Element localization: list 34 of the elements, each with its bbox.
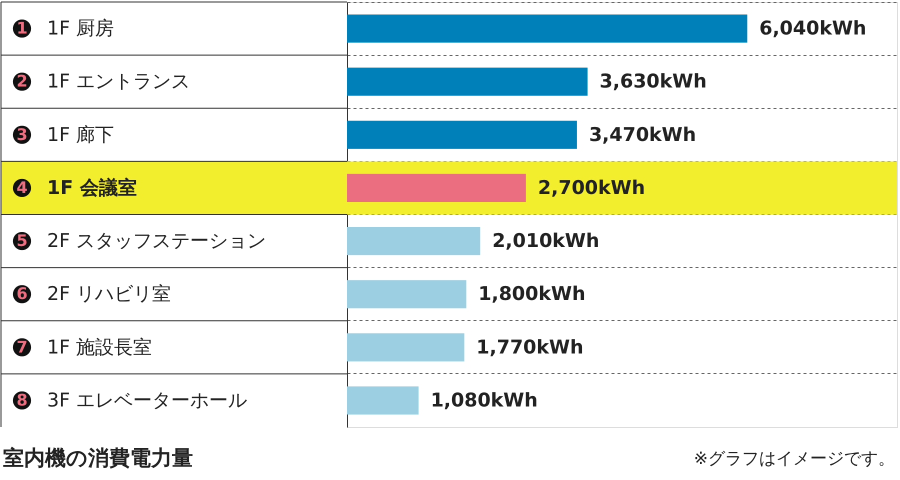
y-tick-label: 2F スタッフステーション [47,230,266,252]
data-label: 1,770kWh [476,336,584,358]
bar [347,120,577,149]
y-tick-label: 1F 会議室 [47,176,137,199]
data-label: 3,470kWh [588,124,696,146]
data-label: 6,040kWh [759,18,866,40]
text: 6 [16,284,28,304]
bar [347,280,466,308]
text: 室内機の消費電力量 [3,446,193,470]
bar [347,226,480,256]
bar [347,14,748,43]
bar [347,174,526,202]
text: 4 [16,178,28,197]
bar [347,333,464,362]
text: 5 [16,231,28,250]
text: 2 [16,72,28,91]
text: 3 [16,124,28,144]
data-label: 2,700kWh [538,176,646,199]
data-label: 1,080kWh [430,389,538,412]
text: 8 [16,390,28,410]
text: ※グラフはイメージです。 [694,449,895,469]
data-label: 3,630kWh [600,70,707,93]
y-tick-label: 3F エレベーターホール [47,389,248,412]
data-label: 2,010kWh [492,230,600,252]
y-tick-label: 1F エントランス [47,70,190,93]
text: 7 [16,337,28,356]
y-tick-label: 1F 施設長室 [47,336,152,358]
y-tick-label: 2F リハビリ室 [47,283,172,306]
bar [347,68,588,96]
bar [347,386,419,415]
y-tick-label: 1F 廊下 [47,124,114,146]
data-label: 1,800kWh [478,283,586,306]
text: 1 [16,18,28,38]
y-tick-label: 1F 厨房 [47,18,114,40]
